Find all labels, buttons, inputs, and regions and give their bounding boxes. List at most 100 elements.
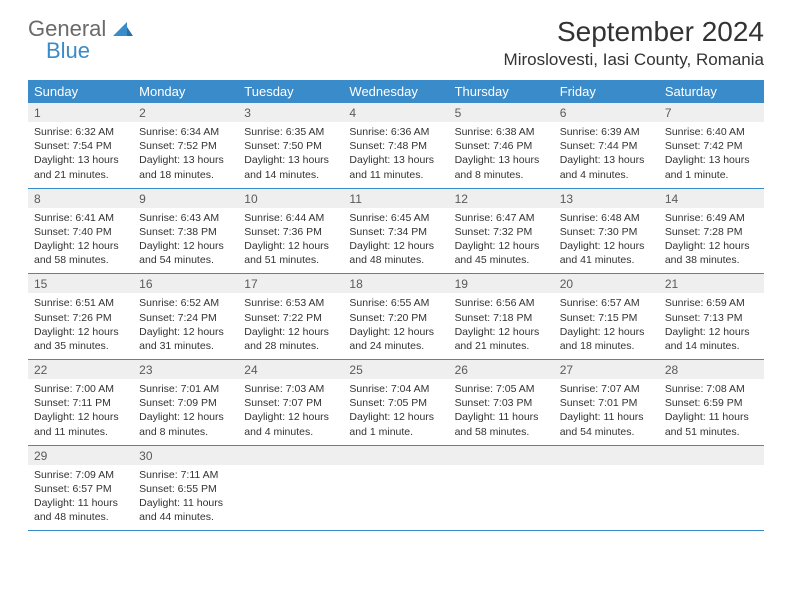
- day-number: 10: [238, 189, 343, 208]
- day-number: 17: [238, 274, 343, 293]
- day-cell: Sunrise: 6:34 AMSunset: 7:52 PMDaylight:…: [133, 122, 238, 188]
- day-cell: [554, 465, 659, 531]
- day-cell: Sunrise: 6:56 AMSunset: 7:18 PMDaylight:…: [449, 293, 554, 359]
- sunset-line: Sunset: 7:40 PM: [34, 225, 127, 239]
- day-number: 2: [133, 103, 238, 122]
- sunrise-line: Sunrise: 6:59 AM: [665, 296, 758, 310]
- sunrise-line: Sunrise: 7:07 AM: [560, 382, 653, 396]
- day-number: 18: [343, 274, 448, 293]
- day-number: 13: [554, 189, 659, 208]
- day-number-row: 15161718192021: [28, 274, 764, 293]
- day-cell: [449, 465, 554, 531]
- day-number: 15: [28, 274, 133, 293]
- sunset-line: Sunset: 7:42 PM: [665, 139, 758, 153]
- sunrise-line: Sunrise: 6:51 AM: [34, 296, 127, 310]
- day-number: 19: [449, 274, 554, 293]
- day-cell: Sunrise: 6:39 AMSunset: 7:44 PMDaylight:…: [554, 122, 659, 188]
- day-number: 25: [343, 360, 448, 379]
- day-cell: Sunrise: 6:51 AMSunset: 7:26 PMDaylight:…: [28, 293, 133, 359]
- cells-row: Sunrise: 6:32 AMSunset: 7:54 PMDaylight:…: [28, 122, 764, 188]
- day-cell: Sunrise: 6:53 AMSunset: 7:22 PMDaylight:…: [238, 293, 343, 359]
- daylight-line: Daylight: 13 hours and 14 minutes.: [244, 153, 337, 181]
- daylight-line: Daylight: 11 hours and 51 minutes.: [665, 410, 758, 438]
- day-header: Thursday: [449, 80, 554, 103]
- day-cell: Sunrise: 7:00 AMSunset: 7:11 PMDaylight:…: [28, 379, 133, 445]
- sunset-line: Sunset: 6:57 PM: [34, 482, 127, 496]
- day-number: 14: [659, 189, 764, 208]
- day-cell: Sunrise: 6:49 AMSunset: 7:28 PMDaylight:…: [659, 208, 764, 274]
- sunrise-line: Sunrise: 6:57 AM: [560, 296, 653, 310]
- daylight-line: Daylight: 11 hours and 44 minutes.: [139, 496, 232, 524]
- day-number: 20: [554, 274, 659, 293]
- week-block: 891011121314Sunrise: 6:41 AMSunset: 7:40…: [28, 189, 764, 275]
- location-text: Miroslovesti, Iasi County, Romania: [504, 50, 764, 70]
- day-number: 6: [554, 103, 659, 122]
- daylight-line: Daylight: 12 hours and 4 minutes.: [244, 410, 337, 438]
- day-number: 1: [28, 103, 133, 122]
- day-cell: Sunrise: 6:36 AMSunset: 7:48 PMDaylight:…: [343, 122, 448, 188]
- sunset-line: Sunset: 7:54 PM: [34, 139, 127, 153]
- day-cell: [238, 465, 343, 531]
- day-header: Wednesday: [343, 80, 448, 103]
- day-cell: Sunrise: 7:11 AMSunset: 6:55 PMDaylight:…: [133, 465, 238, 531]
- daylight-line: Daylight: 12 hours and 58 minutes.: [34, 239, 127, 267]
- sunrise-line: Sunrise: 6:41 AM: [34, 211, 127, 225]
- day-number: 12: [449, 189, 554, 208]
- cells-row: Sunrise: 6:51 AMSunset: 7:26 PMDaylight:…: [28, 293, 764, 359]
- day-cell: Sunrise: 6:52 AMSunset: 7:24 PMDaylight:…: [133, 293, 238, 359]
- sunrise-line: Sunrise: 7:01 AM: [139, 382, 232, 396]
- sunrise-line: Sunrise: 6:55 AM: [349, 296, 442, 310]
- sunrise-line: Sunrise: 7:08 AM: [665, 382, 758, 396]
- day-cell: Sunrise: 7:09 AMSunset: 6:57 PMDaylight:…: [28, 465, 133, 531]
- sunrise-line: Sunrise: 7:03 AM: [244, 382, 337, 396]
- day-cell: Sunrise: 6:35 AMSunset: 7:50 PMDaylight:…: [238, 122, 343, 188]
- daylight-line: Daylight: 12 hours and 38 minutes.: [665, 239, 758, 267]
- day-number: [449, 446, 554, 465]
- sunset-line: Sunset: 7:18 PM: [455, 311, 548, 325]
- sunrise-line: Sunrise: 6:39 AM: [560, 125, 653, 139]
- sunset-line: Sunset: 7:34 PM: [349, 225, 442, 239]
- sunrise-line: Sunrise: 6:52 AM: [139, 296, 232, 310]
- week-block: 15161718192021Sunrise: 6:51 AMSunset: 7:…: [28, 274, 764, 360]
- day-number: 7: [659, 103, 764, 122]
- daylight-line: Daylight: 11 hours and 48 minutes.: [34, 496, 127, 524]
- day-number: 24: [238, 360, 343, 379]
- sunset-line: Sunset: 6:59 PM: [665, 396, 758, 410]
- sunset-line: Sunset: 7:32 PM: [455, 225, 548, 239]
- daylight-line: Daylight: 11 hours and 54 minutes.: [560, 410, 653, 438]
- sunset-line: Sunset: 7:48 PM: [349, 139, 442, 153]
- day-number: 8: [28, 189, 133, 208]
- sunrise-line: Sunrise: 6:35 AM: [244, 125, 337, 139]
- logo-text-blue: Blue: [46, 38, 133, 64]
- daylight-line: Daylight: 13 hours and 1 minute.: [665, 153, 758, 181]
- sunset-line: Sunset: 6:55 PM: [139, 482, 232, 496]
- day-cell: Sunrise: 6:44 AMSunset: 7:36 PMDaylight:…: [238, 208, 343, 274]
- sunset-line: Sunset: 7:24 PM: [139, 311, 232, 325]
- day-headers-row: SundayMondayTuesdayWednesdayThursdayFrid…: [28, 80, 764, 103]
- sunset-line: Sunset: 7:07 PM: [244, 396, 337, 410]
- day-cell: Sunrise: 6:47 AMSunset: 7:32 PMDaylight:…: [449, 208, 554, 274]
- day-number-row: 1234567: [28, 103, 764, 122]
- day-cell: [659, 465, 764, 531]
- logo-triangle-icon: [113, 20, 133, 41]
- daylight-line: Daylight: 12 hours and 41 minutes.: [560, 239, 653, 267]
- day-cell: Sunrise: 7:07 AMSunset: 7:01 PMDaylight:…: [554, 379, 659, 445]
- daylight-line: Daylight: 13 hours and 21 minutes.: [34, 153, 127, 181]
- day-cell: Sunrise: 7:01 AMSunset: 7:09 PMDaylight:…: [133, 379, 238, 445]
- day-number: [659, 446, 764, 465]
- day-header: Sunday: [28, 80, 133, 103]
- sunset-line: Sunset: 7:50 PM: [244, 139, 337, 153]
- month-title: September 2024: [504, 16, 764, 48]
- week-block: 1234567Sunrise: 6:32 AMSunset: 7:54 PMDa…: [28, 103, 764, 189]
- day-header: Monday: [133, 80, 238, 103]
- day-number: 30: [133, 446, 238, 465]
- daylight-line: Daylight: 12 hours and 24 minutes.: [349, 325, 442, 353]
- daylight-line: Daylight: 12 hours and 21 minutes.: [455, 325, 548, 353]
- sunset-line: Sunset: 7:01 PM: [560, 396, 653, 410]
- day-cell: Sunrise: 6:41 AMSunset: 7:40 PMDaylight:…: [28, 208, 133, 274]
- day-number: 27: [554, 360, 659, 379]
- sunrise-line: Sunrise: 6:32 AM: [34, 125, 127, 139]
- sunset-line: Sunset: 7:15 PM: [560, 311, 653, 325]
- day-number: 23: [133, 360, 238, 379]
- sunset-line: Sunset: 7:11 PM: [34, 396, 127, 410]
